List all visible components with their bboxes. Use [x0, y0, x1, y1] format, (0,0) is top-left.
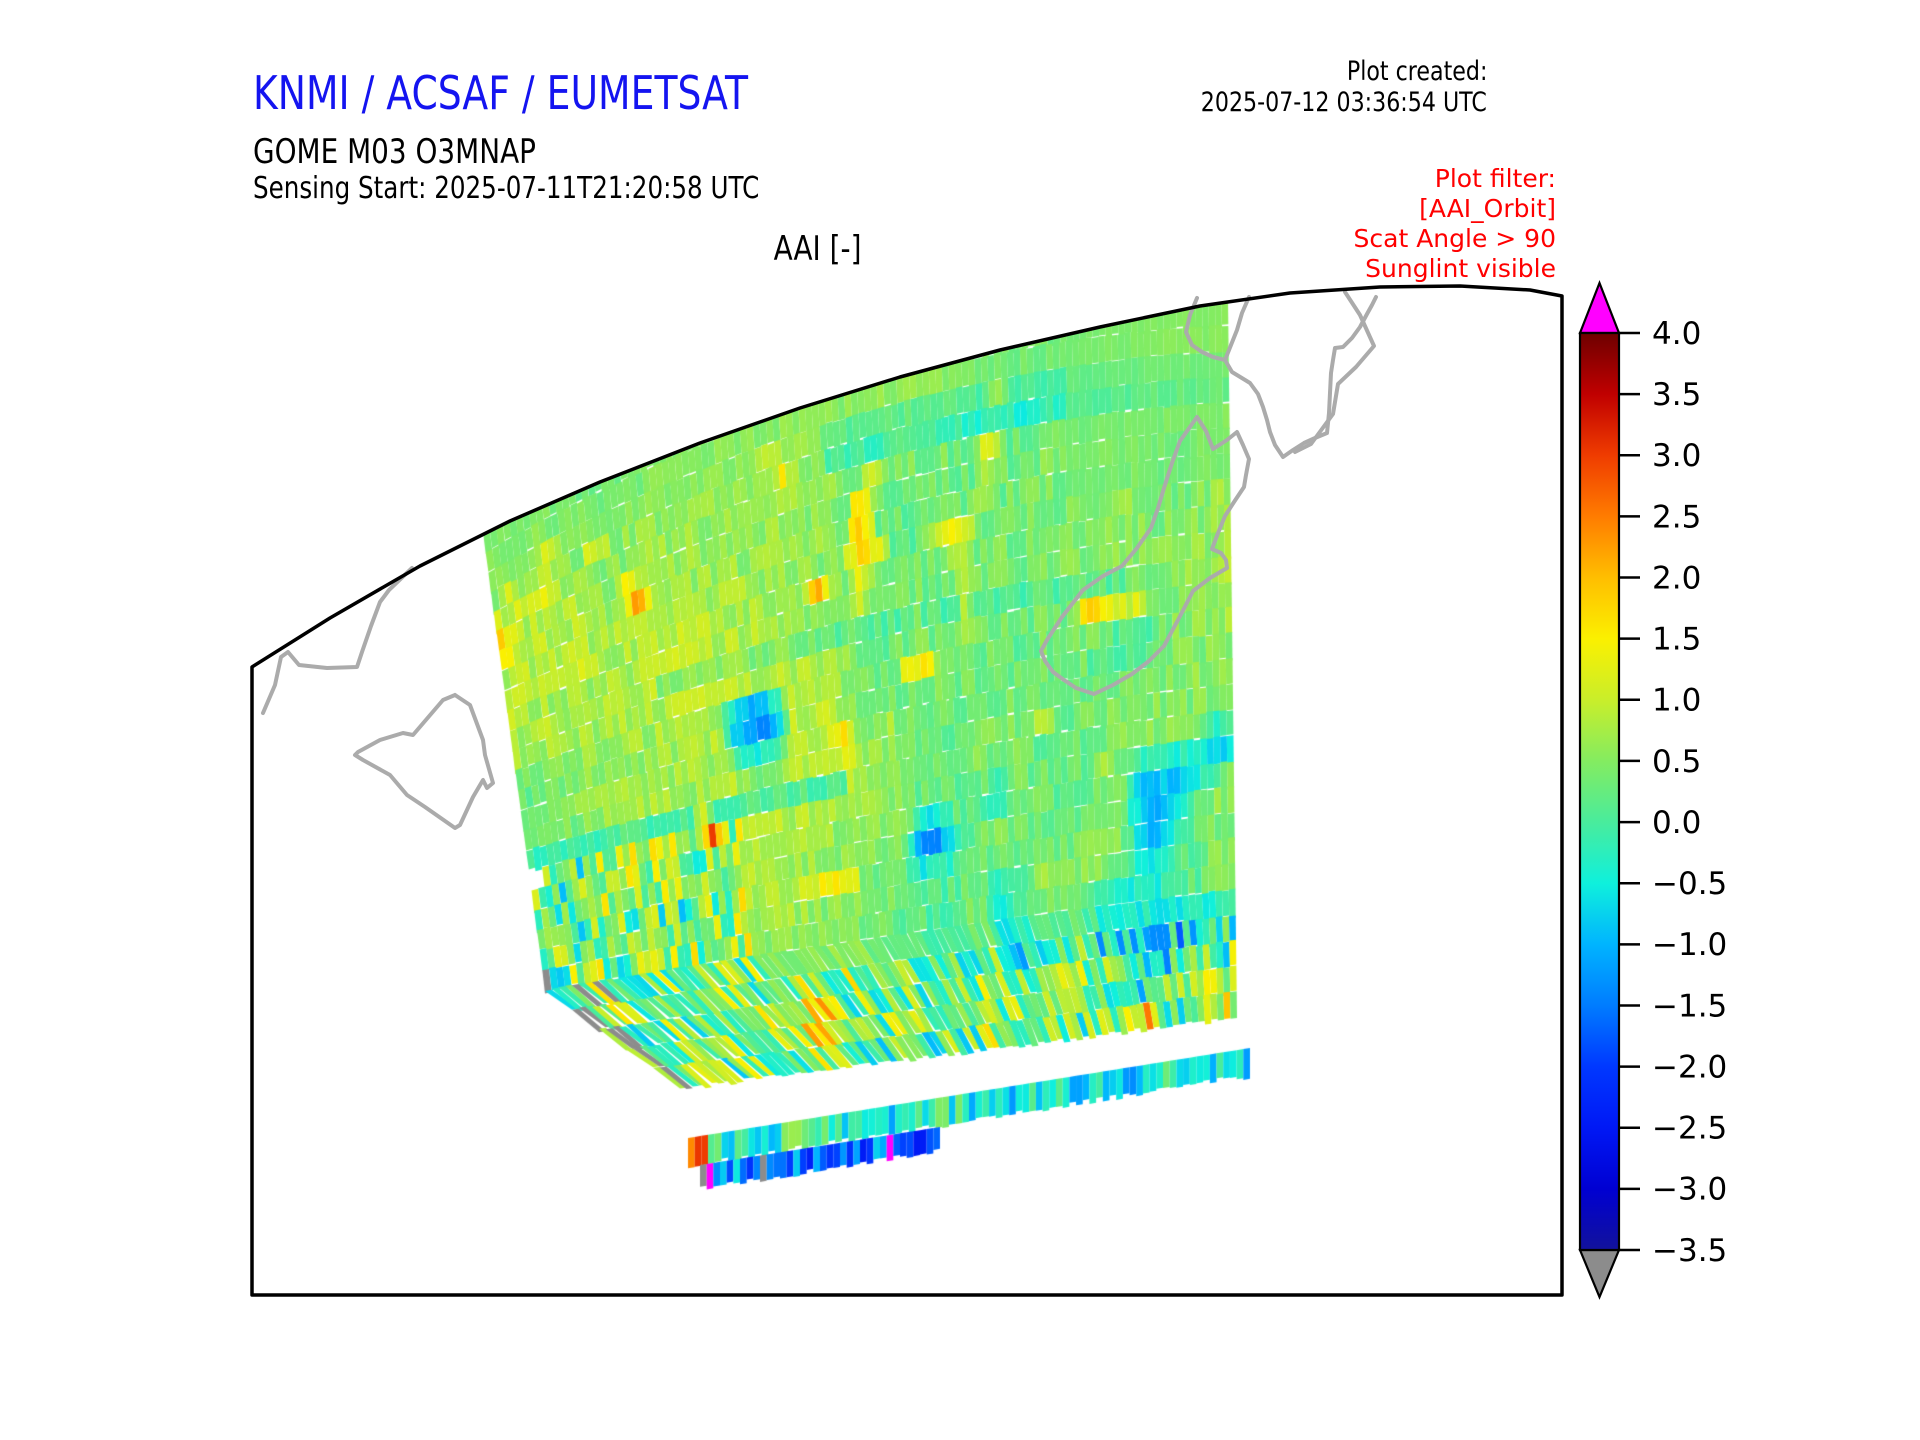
sensing-start-text: Sensing Start: 2025-07-11T21:20:58 UTC [253, 171, 760, 206]
plot-created-block: Plot created: 2025-07-12 03:36:54 UTC [1138, 56, 1487, 118]
plot-created-label: Plot created: [1346, 56, 1487, 87]
filter-line-1: Plot filter: [1434, 164, 1556, 193]
filter-line-2: [AAI_Orbit] [1419, 194, 1556, 223]
plot-created-value: 2025-07-12 03:36:54 UTC [1200, 87, 1487, 118]
sensing-start-label: Sensing Start: 2025-07-11T21:20:58 UTC [253, 171, 870, 206]
plot-filter-block: Plot filter: [AAI_Orbit] Scat Angle > 90… [1354, 164, 1556, 284]
brand-title-text: KNMI / ACSAF / EUMETSAT [253, 66, 749, 120]
product-title: GOME M03 O3MNAP [253, 132, 598, 172]
filter-line-3: Scat Angle > 90 [1353, 224, 1556, 253]
product-title-text: GOME M03 O3MNAP [253, 132, 536, 172]
brand-title: KNMI / ACSAF / EUMETSAT [253, 66, 857, 120]
variable-title-text: AAI [-] [774, 229, 862, 269]
filter-line-4: Sunglint visible [1365, 254, 1556, 283]
variable-title: AAI [-] [618, 229, 1018, 269]
